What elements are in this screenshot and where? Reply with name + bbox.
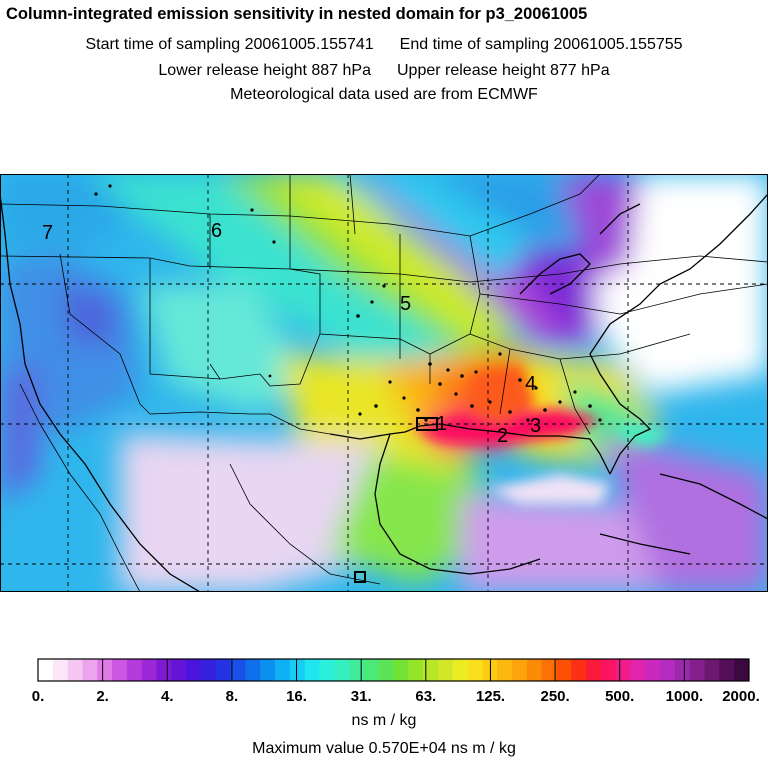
colorbar-cell (600, 659, 617, 681)
colorbar-tick-label: 125. (476, 688, 505, 705)
colorbar-cell (645, 659, 661, 681)
colorbar-cell (734, 659, 750, 681)
colorbar-cell (719, 659, 735, 681)
colorbar-cell (171, 659, 187, 681)
colorbar-cell (126, 659, 143, 681)
cluster-label-6: 6 (211, 220, 222, 242)
cluster-label-4: 4 (525, 373, 536, 395)
colorbar-cell (689, 659, 705, 681)
colorbar-cell (112, 659, 128, 681)
colorbar-cell (52, 659, 69, 681)
colorbar-tick-label: 31. (351, 688, 372, 705)
colorbar-cell (393, 659, 409, 681)
plot-title: Column-integrated emission sensitivity i… (6, 5, 588, 23)
colorbar-cell (67, 659, 83, 681)
colorbar: 0. 2. 4. 8. 16. 31. 63. 125. 250. 500. 1000. 2000. (32, 658, 760, 705)
colorbar-cell (38, 659, 54, 681)
colorbar-cell (156, 659, 172, 681)
colorbar-tick-label: 2. (96, 688, 109, 705)
colorbar-cell (437, 659, 454, 681)
colorbar-cell (423, 659, 439, 681)
colorbar-tick-label: 4. (161, 688, 174, 705)
colorbar-cell (586, 659, 602, 681)
colorbar-cell (674, 659, 691, 681)
cluster-label-1: 1 (436, 413, 447, 435)
colorbar-cell (260, 659, 276, 681)
colorbar-cell (378, 659, 394, 681)
colorbar-cell (497, 659, 513, 681)
end-time-label: End time of sampling 20061005.155755 (399, 36, 683, 53)
colorbar-labels: 0. 2. 4. 8. 16. 31. 63. 125. 250. 500. 1000. 2000. (32, 688, 760, 705)
colorbar-tick-label: 2000. (722, 688, 760, 705)
lower-release-label: Lower release height 887 hPa (158, 62, 371, 79)
colorbar-frame (37, 658, 750, 682)
cluster-label-2: 2 (497, 425, 508, 447)
colorbar-tick-label: 250. (540, 688, 569, 705)
colorbar-cell (319, 659, 335, 681)
political-boundaries (1, 175, 767, 591)
maximum-value: Maximum value 0.570E+04 ns m / kg (252, 740, 516, 757)
colorbar-cell (275, 659, 291, 681)
upper-release-label: Upper release height 877 hPa (397, 62, 610, 79)
colorbar-cell (556, 659, 572, 681)
map-fields (1, 175, 767, 591)
colorbar-cell (630, 659, 646, 681)
start-time-label: Start time of sampling 20061005.155741 (85, 36, 374, 53)
colorbar-cells (38, 659, 750, 681)
colorbar-cell (215, 659, 231, 681)
colorbar-tick-label: 16. (286, 688, 307, 705)
colorbar-cell (467, 659, 483, 681)
colorbar-cell (289, 659, 306, 681)
colorbar-cell (526, 659, 543, 681)
colorbar-cell (349, 659, 365, 681)
colorbar-cell (363, 659, 380, 681)
lat-lon-grid (1, 175, 767, 591)
colorbar-cell (82, 659, 98, 681)
coastlines (1, 194, 767, 591)
colorbar-tick-label: 0. (32, 688, 45, 705)
cluster-label-5: 5 (400, 293, 411, 315)
colorbar-cell (245, 659, 261, 681)
met-data-label: Meteorological data used are from ECMWF (230, 86, 538, 103)
cluster-labels: 1 2 3 4 5 6 7 (42, 220, 541, 447)
colorbar-cell (97, 659, 113, 681)
colorbar-cell (304, 659, 320, 681)
colorbar-cell (200, 659, 217, 681)
colorbar-cell (452, 659, 468, 681)
colorbar-unit: ns m / kg (351, 712, 417, 729)
sampling-times: Start time of sampling 20061005.155741 En… (0, 36, 768, 54)
sensitivity-map: 1 2 3 4 5 6 7 (0, 174, 768, 592)
cluster-label-3: 3 (530, 415, 541, 437)
colorbar-tick-label: 8. (226, 688, 239, 705)
colorbar-cell (512, 659, 528, 681)
colorbar-cell (408, 659, 424, 681)
colorbar-cell (615, 659, 631, 681)
source-points (94, 184, 602, 422)
release-markers (354, 417, 438, 583)
colorbar-cell (704, 659, 720, 681)
release-heights: Lower release height 887 hPa Upper releas… (0, 62, 768, 80)
colorbar-tick-label: 500. (605, 688, 634, 705)
colorbar-tick-label: 63. (415, 688, 436, 705)
colorbar-cell (186, 659, 202, 681)
colorbar-cell (571, 659, 587, 681)
colorbar-cell (141, 659, 157, 681)
colorbar-cell (541, 659, 557, 681)
colorbar-cell (334, 659, 350, 681)
colorbar-tick-label: 1000. (666, 688, 704, 705)
colorbar-cell (660, 659, 676, 681)
cluster-label-7: 7 (42, 222, 53, 244)
colorbar-cell (230, 659, 246, 681)
